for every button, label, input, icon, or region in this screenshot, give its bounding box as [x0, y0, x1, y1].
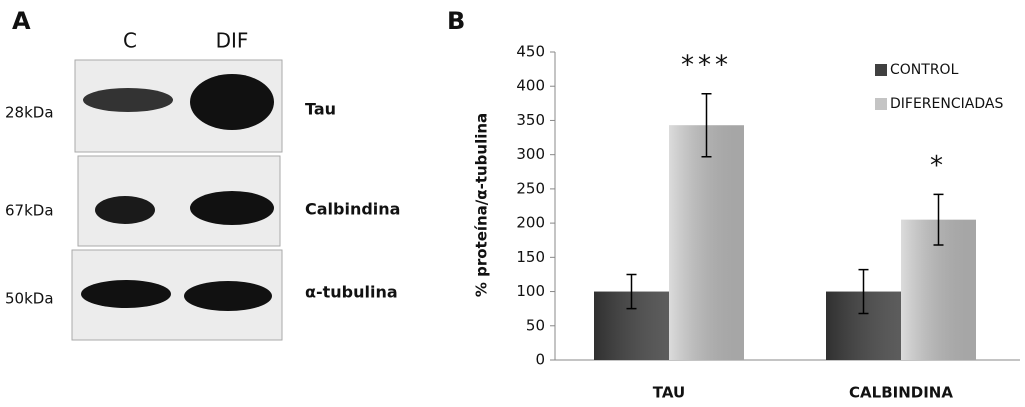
y-tick-label: 150	[516, 248, 545, 266]
legend-swatch	[875, 98, 887, 110]
y-tick-label: 250	[516, 179, 545, 197]
y-tick-label: 0	[535, 351, 545, 369]
size-label: 50kDa	[5, 290, 54, 308]
x-tick-label: CALBINDINA	[849, 384, 953, 402]
y-tick-label: 450	[516, 43, 545, 61]
protein-label: Tau	[305, 100, 336, 119]
x-tick-label: TAU	[653, 384, 685, 402]
legend-swatch	[875, 64, 887, 76]
legend-label: CONTROL	[890, 62, 959, 78]
y-tick-label: 300	[516, 145, 545, 163]
size-label: 28kDa	[5, 104, 54, 122]
y-tick-label: 350	[516, 111, 545, 129]
lane-label: DIF	[216, 29, 249, 53]
legend-label: DIFERENCIADAS	[890, 96, 1003, 112]
protein-label: Calbindina	[305, 200, 400, 219]
y-tick-label: 100	[516, 282, 545, 300]
figure: A B C DIF 28kDa 67kDa 50kDa Tau Calbindi…	[0, 0, 1025, 407]
lane-label: C	[123, 29, 137, 53]
panel-label: A	[12, 7, 31, 35]
blot-images	[72, 60, 282, 340]
y-axis-label: % proteína/α-tubulina	[473, 113, 491, 297]
y-tick-label: 400	[516, 77, 545, 95]
panel-label: B	[447, 7, 465, 35]
protein-label: α-tubulina	[305, 283, 398, 302]
bar-shade	[669, 125, 744, 360]
y-tick-label: 50	[526, 316, 545, 334]
significance: *	[930, 151, 947, 181]
y-tick-label: 200	[516, 214, 545, 232]
size-label: 67kDa	[5, 202, 54, 220]
significance: ***	[681, 50, 732, 80]
